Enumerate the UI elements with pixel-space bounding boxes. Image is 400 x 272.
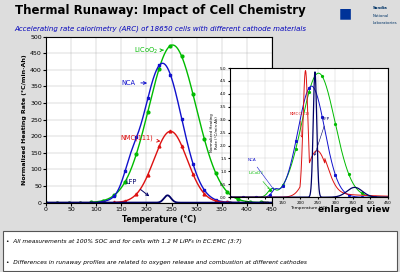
Text: NMC(111): NMC(111) <box>290 112 310 137</box>
Text: LFP: LFP <box>125 179 148 196</box>
Text: NMC(111): NMC(111) <box>120 135 160 142</box>
Text: •  All measurements at 100% SOC and for cells with 1.2 M LiPF₆ in EC:EMC (3:7): • All measurements at 100% SOC and for c… <box>6 239 242 244</box>
Text: •  Differences in runaway profiles are related to oxygen release and combustion : • Differences in runaway profiles are re… <box>6 259 307 265</box>
Text: Sandia: Sandia <box>372 6 387 10</box>
Text: Laboratories: Laboratories <box>372 21 397 25</box>
X-axis label: Temperature (°C): Temperature (°C) <box>290 206 328 210</box>
Text: Thermal Runaway: Impact of Cell Chemistry: Thermal Runaway: Impact of Cell Chemistr… <box>15 4 305 17</box>
Y-axis label: Normalized Heating Rate (°C/min·Ah): Normalized Heating Rate (°C/min·Ah) <box>22 54 27 185</box>
Text: NCA: NCA <box>248 158 274 189</box>
Text: ■: ■ <box>338 7 352 20</box>
Text: LiCoO$_2$: LiCoO$_2$ <box>248 169 269 189</box>
Text: LFP: LFP <box>314 117 330 155</box>
Text: National: National <box>372 14 389 18</box>
Text: NCA: NCA <box>121 79 146 85</box>
Y-axis label: Normalized Heating
Rate (°C/min·Ah): Normalized Heating Rate (°C/min·Ah) <box>210 113 219 152</box>
X-axis label: Temperature (°C): Temperature (°C) <box>122 215 196 224</box>
Text: Accelerating rate calorimetry (ARC) of 18650 cells with different cathode materi: Accelerating rate calorimetry (ARC) of 1… <box>14 26 306 32</box>
Text: LiCoO$_2$: LiCoO$_2$ <box>134 45 164 56</box>
FancyBboxPatch shape <box>3 231 397 271</box>
Text: enlarged view: enlarged view <box>318 205 390 214</box>
